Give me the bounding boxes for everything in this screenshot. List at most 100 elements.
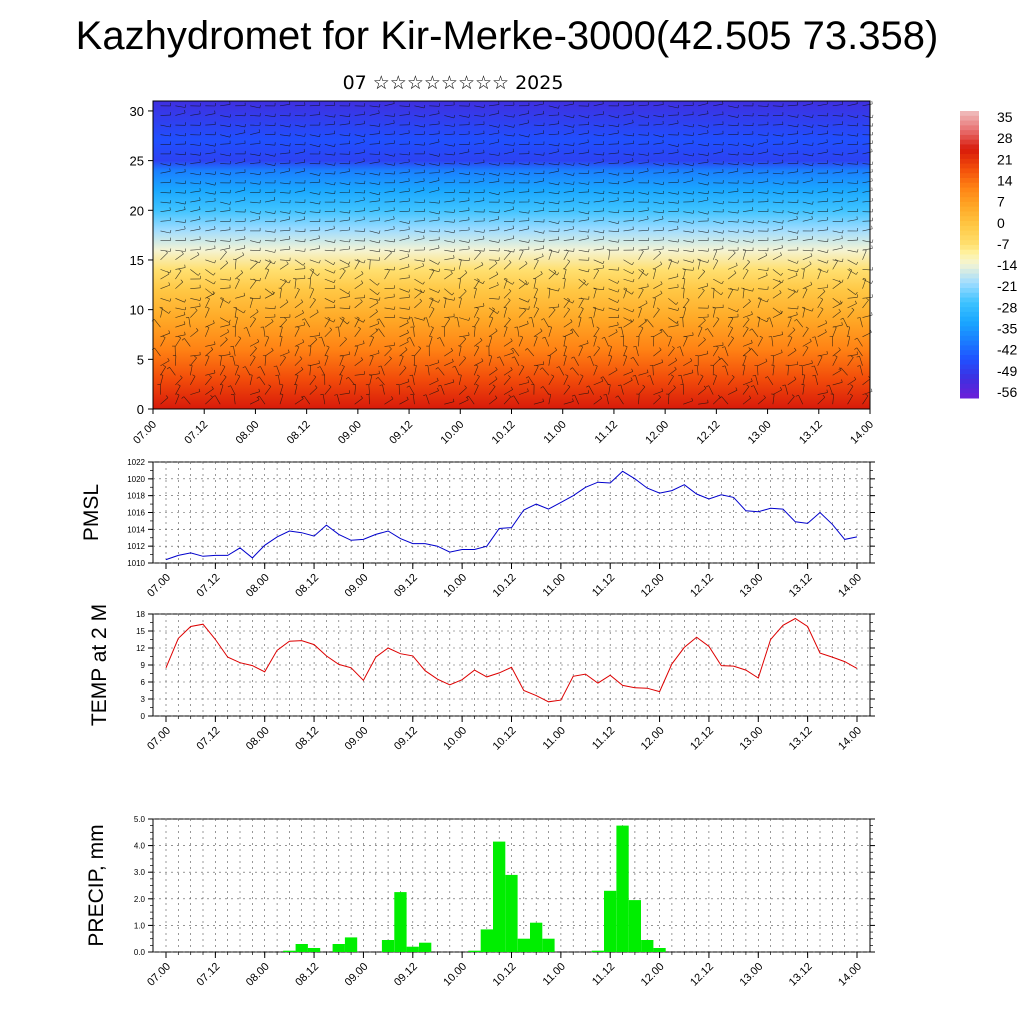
wind-barb-flag [376,300,379,303]
wind-barb [638,386,646,395]
wind-barb [503,290,512,299]
wind-barb-flag [781,244,783,248]
wind-barb [444,288,453,296]
wind-barb [638,218,649,222]
wind-barb [563,249,574,252]
wind-barb-flag [573,162,575,166]
wind-barb-flag [452,398,455,402]
wind-barb-flag [488,354,492,357]
wind-barb-flag [510,367,513,370]
wind-barb [578,278,587,286]
wind-barb [429,172,440,174]
wind-barb [638,394,640,405]
y-tick-label: 1010 [127,559,145,568]
wind-barb [369,230,380,234]
wind-barb-flag [483,235,485,239]
wind-barb [653,211,664,214]
wind-barb [817,331,827,338]
wind-barb [489,113,499,116]
wind-barb [369,302,379,309]
y-tick-label: 9 [141,661,146,670]
wind-barb-flag [826,269,829,273]
wind-barb [279,104,290,107]
wind-barb-flag [632,271,635,275]
colorbar-swatch [960,144,979,150]
wind-barb-flag [603,394,607,396]
colorbar-swatch [960,225,979,232]
wind-barb [399,266,410,270]
wind-barb [399,332,409,338]
wind-barb [796,319,804,328]
x-tick-label: 10.12 [491,725,519,753]
wind-barb-flag [870,388,873,392]
wind-barb [474,133,485,135]
wind-barb-flag [588,162,590,166]
wind-barb [668,348,675,357]
wind-barb [638,251,644,260]
wind-barb [548,123,559,126]
wind-barb [832,153,843,156]
wind-barb [459,172,470,176]
wind-barb-flag [811,308,814,312]
wind-barb [160,360,170,366]
wind-barb-flag [707,142,709,146]
wind-barb-flag [801,268,805,270]
wind-barb [608,172,619,176]
wind-barb-flag [841,279,844,283]
wind-barb-flag [558,120,560,124]
wind-barb-flag [423,104,426,108]
wind-barb-flag [528,210,530,214]
wind-barb [832,171,843,174]
wind-barb-flag [662,215,664,219]
wind-barb [459,210,470,212]
wind-barb [489,104,500,107]
wind-barb-flag [632,119,634,123]
wind-barb-flag [692,153,694,157]
wind-barb [429,336,433,347]
wind-barb [488,330,498,338]
wind-barb [399,297,410,299]
wind-barb-flag [354,345,358,347]
wind-barb-flag [212,290,215,294]
wind-barb-flag [408,317,412,319]
colorbar-swatch [960,374,979,380]
wind-barb [264,221,276,223]
wind-barb [459,240,470,243]
wind-barb-flag [408,220,411,224]
wind-barb [175,228,186,232]
wind-barb [220,317,230,323]
wind-barb [279,124,290,128]
wind-barb-flag [273,261,276,265]
wind-barb-flag [257,366,261,369]
wind-barb [817,115,828,117]
wind-barb [369,220,380,222]
wind-barb [862,200,873,203]
wind-barb-flag [588,268,590,272]
wind-barb-flag [658,250,662,254]
wind-barb-flag [303,187,305,191]
y-tick-label: 1.0 [134,921,146,930]
wind-barb-flag [558,181,560,185]
wind-barb-flag [826,260,829,264]
wind-barb [488,386,496,395]
wind-barb [458,375,462,385]
wind-barb-flag [423,178,425,182]
wind-barb [533,248,544,251]
wind-barb [787,259,798,264]
wind-barb-flag [764,376,768,379]
wind-barb-flag [214,369,216,373]
wind-barb-flag [631,262,634,266]
wind-barb-flag [327,316,331,319]
wind-barb [697,376,704,386]
wind-barb [205,240,216,243]
wind-barb [354,172,365,175]
wind-barb-flag [640,287,644,290]
wind-barb-flag [567,384,571,387]
wind-barb-flag [857,365,861,367]
wind-barb [294,219,305,222]
colorbar-label: 14 [997,173,1013,189]
wind-barb [399,210,410,212]
wind-barb [638,289,644,299]
wind-barb [309,172,320,176]
wind-barb-flag [194,355,197,359]
